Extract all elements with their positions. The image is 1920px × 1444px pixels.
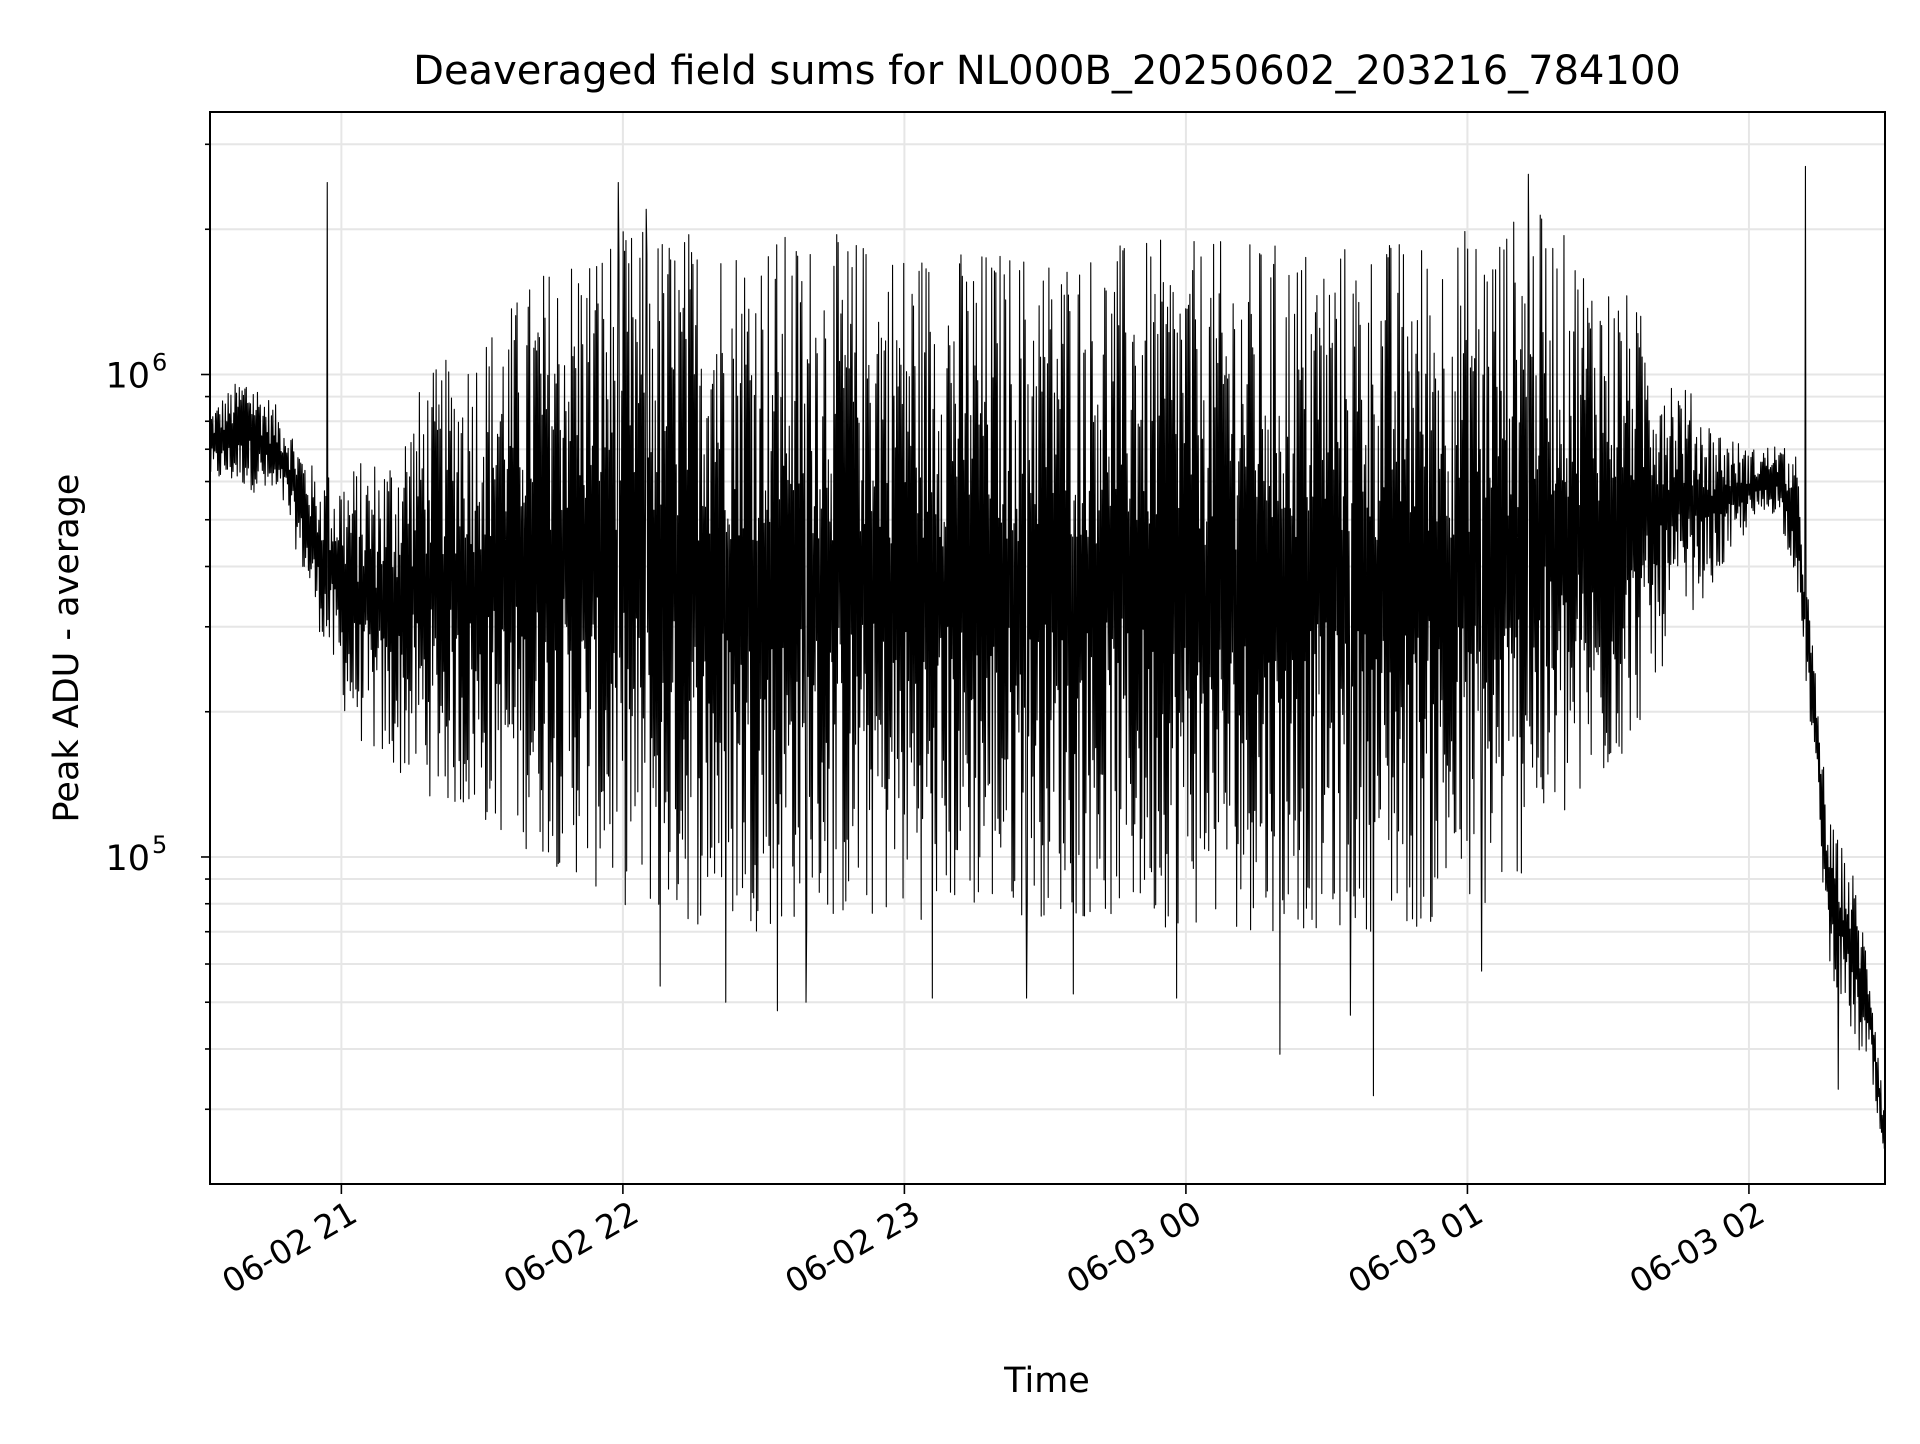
axes-frame: [209, 111, 1886, 1185]
series-layer: [209, 165, 1886, 1149]
y-tick-exponent: 6: [152, 349, 167, 377]
chart-title: Deaveraged field sums for NL000B_2025060…: [413, 48, 1681, 94]
y-tick-label: 10: [105, 839, 150, 879]
y-tick-label: 10: [105, 357, 150, 397]
y-axis-label: Peak ADU - average: [47, 474, 87, 823]
x-axis-label: Time: [1003, 1361, 1090, 1401]
series-line: [209, 165, 1886, 1149]
y-tick-exponent: 5: [152, 831, 167, 859]
